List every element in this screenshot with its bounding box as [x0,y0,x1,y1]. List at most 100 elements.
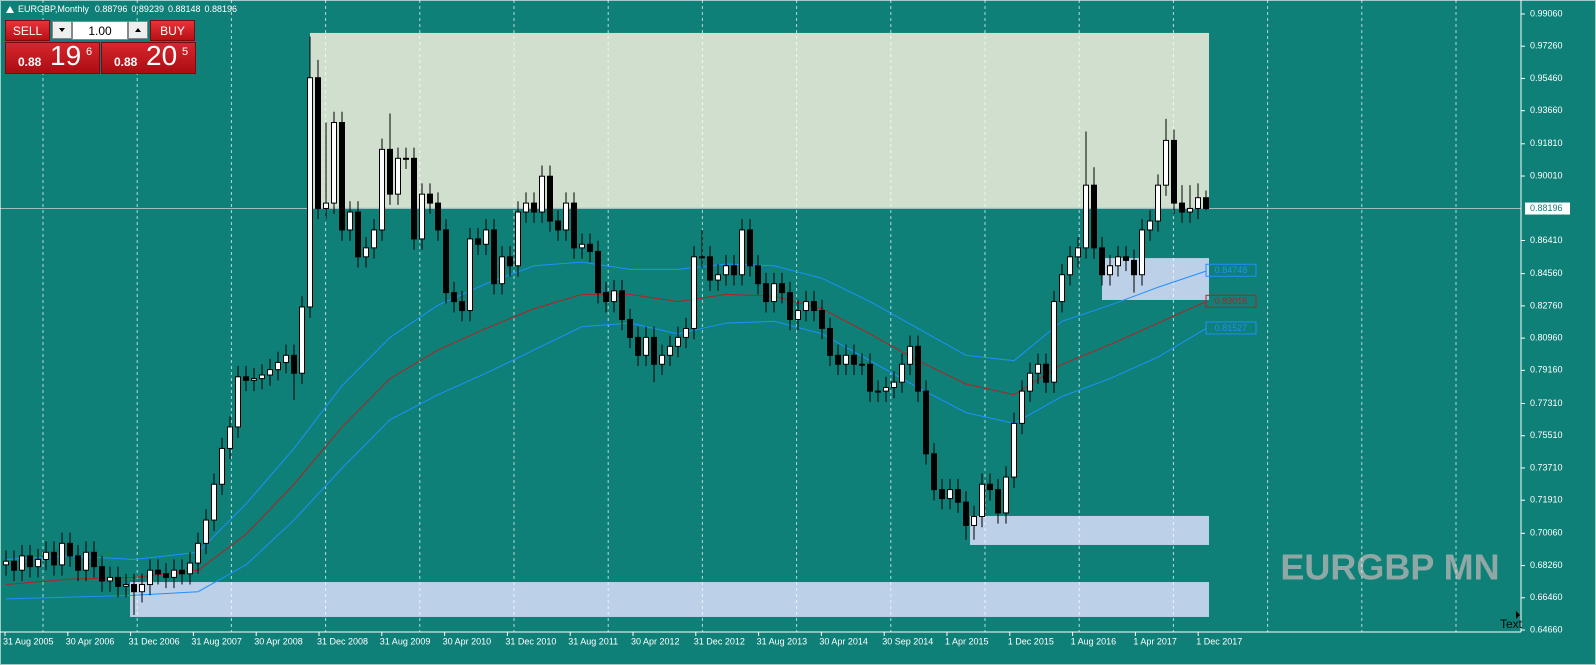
candle-body [691,256,697,329]
candle-body [219,447,225,485]
candle-body [435,202,441,231]
zone [310,32,1209,208]
candle-body [315,77,321,209]
candle-body [1027,372,1033,392]
candle-body [411,157,417,240]
candle-body [371,229,377,249]
candle-body [747,229,753,267]
candle-body [1107,265,1113,276]
candle-body [499,256,505,285]
lots-up[interactable] [128,21,148,39]
candle-body [339,121,345,231]
lots-input[interactable]: 1.00 [72,21,128,40]
candle-body [475,238,481,245]
candle-body [555,220,561,231]
candle-body [1171,139,1177,204]
candle-body [283,354,289,363]
y-tick-label: 0.93660 [1530,105,1563,115]
candle-body [83,551,89,571]
x-tick-label: 1 Apr 2017 [1133,636,1177,646]
moving-average [5,293,1207,586]
candle-body [659,354,665,365]
y-tick-label: 0.84560 [1530,268,1563,278]
candle-body [1051,301,1057,383]
candle-body [811,301,817,312]
candle-body [1011,422,1017,478]
lots-down[interactable] [52,21,72,39]
candle-body [1179,202,1185,213]
moving-average [5,261,1207,560]
candle-body [987,483,993,491]
price-point: 6 [86,46,93,58]
price-pips: 20 [146,40,178,71]
candle-body [1019,390,1025,424]
candle-body [771,283,777,303]
candle-body [211,483,217,521]
candle-body [387,148,393,195]
x-tick-label: 30 Apr 2010 [443,636,492,646]
arrow-icon [59,28,65,32]
sell-price[interactable]: 0.88 19 6 [5,40,100,74]
y-tick-label: 0.71910 [1530,495,1563,505]
buy-price[interactable]: 0.88 20 5 [101,40,196,74]
candle-body [1147,220,1153,231]
y-tick-label: 0.91810 [1530,138,1563,148]
candle-body [291,354,297,374]
x-tick-label: 31 Aug 2011 [568,636,618,646]
candle-body [827,327,833,356]
candle-body [651,336,657,365]
y-tick-label: 0.79160 [1530,365,1563,375]
candle-body [595,250,601,294]
candle-body [11,560,17,571]
candle-body [355,211,361,258]
candle-body [107,576,113,582]
current-price-box [1525,202,1570,215]
x-tick-label: 31 Dec 2012 [694,636,745,646]
x-tick-label: 31 Aug 2009 [380,636,431,646]
candle-body [923,390,929,455]
sell-button[interactable]: SELL [5,20,50,41]
candle-body [1187,207,1193,213]
candle-body [91,551,97,568]
candle-body [1091,184,1097,249]
candle-body [667,345,673,356]
candle-body [419,193,425,240]
candle-body [979,483,985,517]
candle-body [43,551,49,560]
candle-body [563,202,569,231]
candle-body [203,519,209,544]
current-price-label: 0.88196 [1530,203,1563,213]
candle-body [715,274,721,281]
candle-body [819,310,825,329]
y-tick-label: 0.95460 [1530,73,1563,83]
candle-body [1075,247,1081,258]
candle-body [723,265,729,276]
candle-body [19,555,25,571]
candle-body [619,290,625,320]
candle-body [611,290,617,303]
candle-body [467,238,473,312]
x-tick-label: 31 Dec 2010 [505,636,556,646]
x-tick-label: 30 Apr 2008 [254,636,303,646]
candle-body [1115,256,1121,267]
y-tick-label: 0.68260 [1530,560,1563,570]
candle-body [707,256,713,281]
zone [130,582,1209,617]
price-pips: 19 [50,40,82,71]
candle-body [843,354,849,365]
y-tick-label: 0.73710 [1530,462,1563,472]
y-tick-label: 0.82760 [1530,300,1563,310]
candle-body [147,569,153,586]
candle-body [491,229,497,285]
candle-body [243,376,249,381]
candle-body [891,381,897,389]
x-tick-label: 1 Dec 2017 [1196,636,1242,646]
x-tick-label: 31 Dec 2008 [317,636,368,646]
candle-body [1123,256,1129,261]
buy-button[interactable]: BUY [150,20,195,41]
candle-body [579,243,585,249]
y-tick-label: 0.80960 [1530,332,1563,342]
candle-body [1131,259,1137,276]
candle-body [299,306,305,374]
